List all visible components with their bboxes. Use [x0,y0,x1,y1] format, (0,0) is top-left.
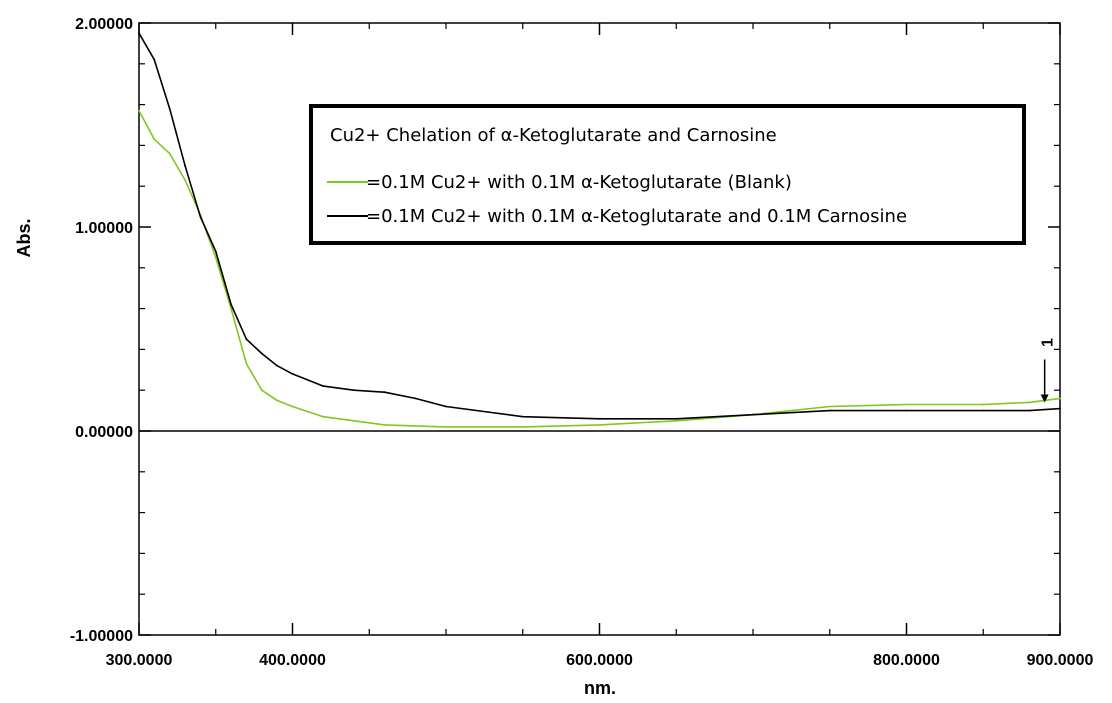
y-tick-label: 1.00000 [75,220,133,237]
x-tick-label: 300.0000 [106,652,173,669]
y-tick-label: -1.00000 [70,628,133,645]
data-point-blank [168,152,171,155]
legend-entry-carnosine: =0.1M Cu2+ with 0.1M α-Ketoglutarate and… [366,206,907,227]
data-point-blank [414,425,417,427]
legend-frame [309,104,1026,245]
data-point-blank [353,419,355,422]
data-point-blank [982,403,985,406]
data-point-blank [598,424,601,426]
data-point-carnosine [445,405,447,408]
data-point-carnosine [184,164,187,167]
x-tick-label: 400.0000 [259,652,326,669]
data-point-blank [245,362,248,365]
data-point-carnosine [322,385,325,387]
y-axis-title: Abs. [14,218,34,257]
data-point-carnosine [905,409,908,412]
data-point-carnosine [1028,409,1031,412]
annotation-label: 1 [1040,338,1057,347]
data-point-blank [291,405,294,408]
legend-title: Cu2+ Chelation of α-Ketoglutarate and Ca… [330,125,777,146]
annotation-layer: 1 [1040,338,1057,403]
legend-entry-blank: =0.1M Cu2+ with 0.1M α-Ketoglutarate (Bl… [366,172,792,193]
x-tick-label: 800.0000 [873,652,940,669]
data-point-blank [905,403,908,406]
x-tick-label: 600.0000 [566,652,633,669]
data-point-blank [445,426,447,428]
data-point-carnosine [383,391,386,394]
data-point-carnosine [260,352,263,355]
data-point-carnosine [828,409,831,412]
data-point-carnosine [291,373,294,375]
x-tick-label: 900.0000 [1027,652,1094,669]
data-point-carnosine [276,364,278,367]
data-point-carnosine [1059,407,1061,410]
data-point-carnosine [230,303,233,306]
data-point-blank [1028,401,1031,404]
data-point-blank [322,415,325,418]
data-point-carnosine [138,32,140,35]
data-point-blank [383,424,386,426]
series-layer [138,32,1061,428]
data-point-blank [184,179,187,182]
data-point-carnosine [199,215,202,218]
data-point-blank [214,256,217,259]
legend: Cu2+ Chelation of α-Ketoglutarate and Ca… [309,104,1026,245]
data-point-carnosine [353,389,355,392]
data-point-blank [153,138,156,141]
annotation-arrowhead [1040,394,1049,403]
data-point-blank [260,389,263,392]
data-point-blank [276,399,278,402]
data-point-blank [521,426,524,428]
data-point-blank [828,405,831,408]
data-point-carnosine [675,417,678,420]
data-point-blank [230,307,233,310]
data-point-blank [675,419,678,422]
data-point-blank [138,109,140,112]
data-point-carnosine [153,58,156,61]
data-point-carnosine [752,413,754,416]
data-point-carnosine [982,409,985,412]
data-point-carnosine [245,338,248,341]
data-point-carnosine [214,250,217,253]
ticks-layer: 300.0000 400.0000 600.0000 800.0000 900.0000… [70,16,1094,669]
data-point-carnosine [168,107,171,110]
x-axis-title: nm. [584,678,616,698]
data-point-carnosine [414,397,417,400]
y-tick-label: 2.00000 [75,16,133,33]
data-point-carnosine [598,417,601,420]
data-point-carnosine [521,415,524,418]
data-point-blank [1059,397,1061,400]
y-tick-label: 0.00000 [75,424,133,441]
